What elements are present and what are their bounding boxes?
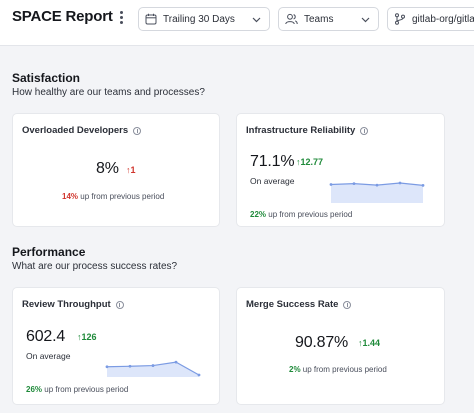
card-title: Review Throughput	[22, 299, 111, 310]
metric-sublabel: On average	[250, 176, 295, 186]
metric-delta: ↑12.77	[296, 157, 324, 167]
sparkline-point	[398, 181, 402, 185]
section-subtitle-performance: What are our process success rates?	[12, 261, 178, 272]
more-options-icon[interactable]	[116, 8, 126, 26]
sparkline-area	[107, 362, 199, 377]
info-icon[interactable]	[115, 300, 124, 309]
arrow-up-icon: ↑	[296, 157, 301, 167]
sparkline-point	[151, 364, 155, 367]
trend-sparkline	[105, 360, 201, 377]
metric-value: 90.87%	[295, 334, 349, 351]
sparkline-point	[197, 373, 201, 377]
top-bar: SPACE Report Trailing 30 Days Teams	[0, 0, 474, 46]
card-title: Merge Success Rate	[246, 299, 339, 310]
repository-value: gitlab-org/gitlab	[412, 13, 474, 25]
arrow-up-icon: ↑	[77, 332, 82, 342]
sparkline-point	[174, 360, 178, 364]
period-comparison: 14% up from previous period	[62, 192, 165, 201]
period-comparison-percent: 14%	[62, 192, 79, 201]
chevron-down-icon	[252, 17, 261, 23]
period-comparison-percent: 26%	[26, 385, 43, 394]
trend-sparkline	[329, 181, 425, 203]
teams-select[interactable]: Teams	[278, 7, 379, 31]
info-icon[interactable]	[133, 126, 142, 135]
page-title: SPACE Report	[12, 8, 113, 25]
metric-delta: ↑126	[77, 332, 97, 342]
period-comparison: 22% up from previous period	[250, 210, 353, 219]
date-range-select[interactable]: Trailing 30 Days	[138, 7, 270, 31]
sparkline-point	[421, 184, 425, 187]
sparkline-point	[375, 183, 379, 187]
date-range-value: Trailing 30 Days	[163, 13, 235, 25]
section-subtitle-satisfaction: How healthy are our teams and processes?	[12, 87, 205, 98]
chevron-down-icon	[361, 17, 370, 23]
period-comparison-percent: 2%	[289, 365, 301, 374]
section-title-performance: Performance	[12, 245, 86, 259]
sparkline-point	[329, 183, 333, 186]
metric-value: 602.4	[26, 328, 66, 345]
card-infrastructure-reliability: Infrastructure Reliability 71.1% ↑12.77 …	[236, 113, 445, 227]
branch-icon	[395, 13, 405, 25]
metric-delta: ↑1	[126, 165, 136, 175]
info-icon[interactable]	[360, 126, 369, 135]
info-icon[interactable]	[343, 300, 352, 309]
users-icon	[285, 13, 298, 25]
teams-value: Teams	[304, 13, 334, 25]
period-comparison: 26% up from previous period	[26, 385, 129, 394]
sparkline-point	[352, 182, 356, 185]
metric-value: 71.1%	[250, 153, 295, 170]
card-merge-success-rate: Merge Success Rate 90.87% ↑1.44 2% up fr…	[236, 287, 445, 405]
calendar-icon	[145, 13, 157, 25]
sparkline-point	[105, 365, 109, 369]
period-comparison-percent: 22%	[250, 210, 267, 219]
card-overloaded-developers: Overloaded Developers 8% ↑1 14% up from …	[12, 113, 220, 227]
card-review-throughput: Review Throughput 602.4 ↑126 On average …	[12, 287, 220, 405]
arrow-up-icon: ↑	[126, 165, 131, 175]
sparkline-area	[331, 183, 423, 203]
arrow-up-icon: ↑	[358, 338, 363, 348]
metric-delta: ↑1.44	[358, 338, 381, 348]
metric-value: 8%	[96, 160, 119, 177]
section-title-satisfaction: Satisfaction	[12, 71, 81, 85]
repository-select[interactable]: gitlab-org/gitlab	[387, 7, 474, 31]
card-title: Infrastructure Reliability	[246, 125, 356, 136]
sparkline-point	[128, 364, 132, 368]
card-title: Overloaded Developers	[22, 125, 129, 136]
period-comparison: 2% up from previous period	[289, 365, 387, 374]
metric-sublabel: On average	[26, 351, 71, 361]
